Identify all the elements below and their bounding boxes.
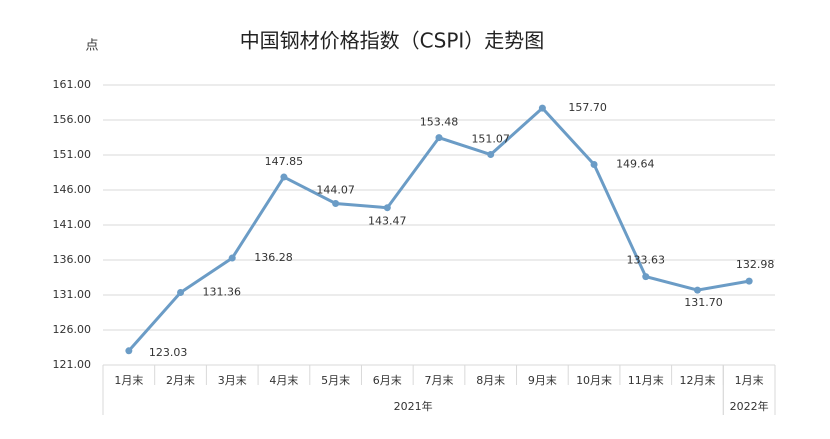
y-tick-label: 161.00 xyxy=(53,78,92,91)
x-tick-label: 2月末 xyxy=(166,373,195,387)
value-label: 151.07 xyxy=(471,133,510,146)
value-label: 123.03 xyxy=(149,346,188,359)
group-label: 2021年 xyxy=(394,399,433,413)
data-point xyxy=(642,273,650,281)
data-point xyxy=(693,286,701,294)
y-tick-label: 156.00 xyxy=(53,113,92,126)
data-point xyxy=(435,134,443,142)
data-point xyxy=(383,204,391,212)
data-point xyxy=(125,347,133,355)
value-label: 144.07 xyxy=(316,184,355,197)
value-label: 132.98 xyxy=(736,258,775,271)
x-tick-label: 4月末 xyxy=(269,373,298,387)
x-tick-label: 1月末 xyxy=(735,373,764,387)
value-label: 131.36 xyxy=(203,285,242,298)
chart-title: 中国钢材价格指数（CSPI）走势图 xyxy=(240,29,545,53)
value-label: 153.48 xyxy=(420,116,459,129)
data-point xyxy=(487,151,495,159)
x-tick-label: 10月末 xyxy=(576,373,612,387)
x-tick-label: 12月末 xyxy=(679,373,715,387)
x-tick-label: 7月末 xyxy=(425,373,454,387)
data-point xyxy=(280,173,288,181)
data-line xyxy=(127,105,750,352)
x-tick-label: 9月末 xyxy=(528,373,557,387)
y-tick-label: 121.00 xyxy=(53,358,92,371)
group-label: 2022年 xyxy=(730,399,769,413)
data-point xyxy=(177,288,185,296)
x-tick-label: 3月末 xyxy=(218,373,247,387)
y-axis-label: 点 xyxy=(85,39,98,54)
x-tick-label: 11月末 xyxy=(628,373,664,387)
value-label: 143.47 xyxy=(368,215,407,228)
y-tick-label: 136.00 xyxy=(53,253,92,266)
value-label: 133.63 xyxy=(627,254,666,267)
x-tick-label: 1月末 xyxy=(114,373,143,387)
value-label: 136.28 xyxy=(254,251,293,264)
y-tick-label: 141.00 xyxy=(53,218,92,231)
value-label: 157.70 xyxy=(568,101,607,114)
y-tick-label: 146.00 xyxy=(53,183,92,196)
data-point xyxy=(538,104,546,112)
y-tick-label: 151.00 xyxy=(53,148,92,161)
value-label: 149.64 xyxy=(616,158,655,171)
x-tick-label: 6月末 xyxy=(373,373,402,387)
data-point xyxy=(228,254,236,262)
x-tick-label: 5月末 xyxy=(321,373,350,387)
data-point xyxy=(332,200,340,208)
y-tick-label: 131.00 xyxy=(53,288,92,301)
x-tick-label: 8月末 xyxy=(476,373,505,387)
value-label: 147.85 xyxy=(265,155,304,168)
data-point xyxy=(745,277,753,285)
data-point xyxy=(590,161,598,169)
value-label: 131.70 xyxy=(684,296,723,309)
y-tick-label: 126.00 xyxy=(53,323,92,336)
